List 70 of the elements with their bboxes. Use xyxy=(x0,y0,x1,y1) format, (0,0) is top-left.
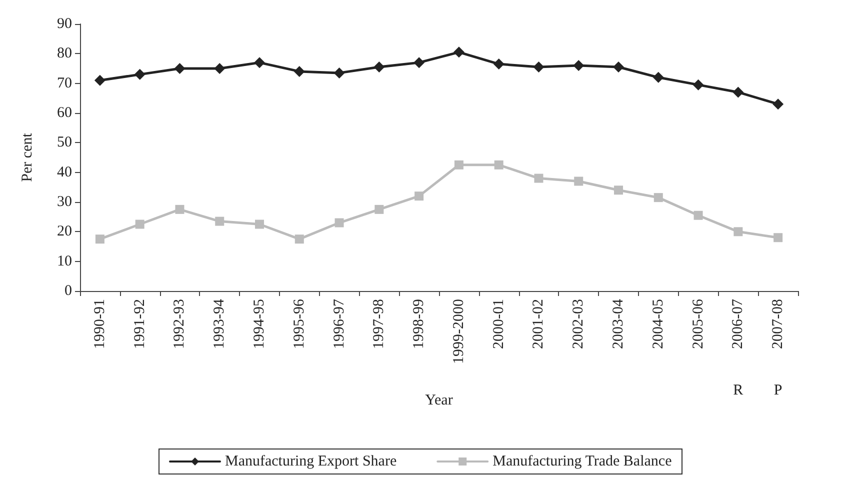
point xyxy=(334,67,345,78)
point xyxy=(734,227,743,236)
x-tick-label: 2001-02 xyxy=(530,299,547,349)
y-tick-label: 0 xyxy=(64,283,72,299)
x-tick-label: 1992-93 xyxy=(172,299,188,349)
point xyxy=(453,46,464,58)
point xyxy=(255,220,264,229)
point xyxy=(613,62,624,73)
point xyxy=(493,58,504,70)
point xyxy=(534,174,544,183)
point xyxy=(174,63,186,74)
y-tick-label: 60 xyxy=(57,105,72,121)
legend-label: Manufacturing Trade Balance xyxy=(492,454,672,470)
y-tick-label: 50 xyxy=(57,134,72,151)
x-tick-label: 2004-05 xyxy=(650,299,666,349)
x-tick-label: 1991-92 xyxy=(132,299,148,349)
point xyxy=(494,160,504,170)
point xyxy=(94,74,106,86)
y-tick-label: 40 xyxy=(57,164,72,180)
point xyxy=(774,233,783,242)
point xyxy=(414,57,425,68)
x-axis-title: Year xyxy=(425,392,453,408)
point xyxy=(414,192,424,201)
point xyxy=(215,216,224,226)
point xyxy=(692,79,704,90)
point xyxy=(654,193,663,202)
x-tick-label: 1990-91 xyxy=(92,299,108,349)
y-tick-label: 30 xyxy=(57,194,72,210)
y-tick-label: 20 xyxy=(57,224,72,240)
y-tick-label: 70 xyxy=(57,75,72,92)
text: P xyxy=(774,382,782,398)
x-tick-label: 1999-2000 xyxy=(450,299,467,364)
x-tick-label: 2000-01 xyxy=(490,299,507,349)
point xyxy=(294,66,305,77)
point xyxy=(374,62,385,73)
x-tick-label: 1994-95 xyxy=(252,299,268,349)
point xyxy=(134,68,146,80)
point xyxy=(294,234,304,244)
x-tick-label: 1997-98 xyxy=(371,299,388,349)
point xyxy=(454,160,464,170)
x-tick-label: 1998-99 xyxy=(411,299,428,349)
point xyxy=(135,220,144,229)
x-tick-label: 1995-96 xyxy=(291,298,308,349)
x-tick-label: 2005-06 xyxy=(690,298,706,349)
y-axis-title: Per cent xyxy=(20,132,36,182)
point xyxy=(175,204,184,214)
point xyxy=(732,86,744,98)
text: R xyxy=(733,382,744,398)
point xyxy=(573,60,584,72)
point xyxy=(574,176,584,186)
x-tick-label: 2007-08 xyxy=(770,299,786,349)
x-tick-label: 1993-94 xyxy=(212,298,228,349)
point xyxy=(374,204,384,214)
point xyxy=(533,62,544,73)
point xyxy=(614,186,623,195)
y-tick-label: 10 xyxy=(57,253,72,270)
x-tick-label: 2002-03 xyxy=(570,299,587,349)
point xyxy=(214,63,226,74)
y-tick-label: 80 xyxy=(57,46,72,62)
x-tick-label: 2006-07 xyxy=(730,298,746,349)
point xyxy=(694,210,703,220)
point xyxy=(652,72,664,83)
x-tick-label: 2003-04 xyxy=(610,298,626,349)
point xyxy=(95,234,104,244)
point xyxy=(254,57,265,68)
point xyxy=(772,98,784,110)
y-tick-label: 90 xyxy=(57,16,72,32)
x-tick-label: 1996-97 xyxy=(331,298,348,349)
legend-label: Manufacturing Export Share xyxy=(225,454,397,470)
point xyxy=(334,218,344,228)
